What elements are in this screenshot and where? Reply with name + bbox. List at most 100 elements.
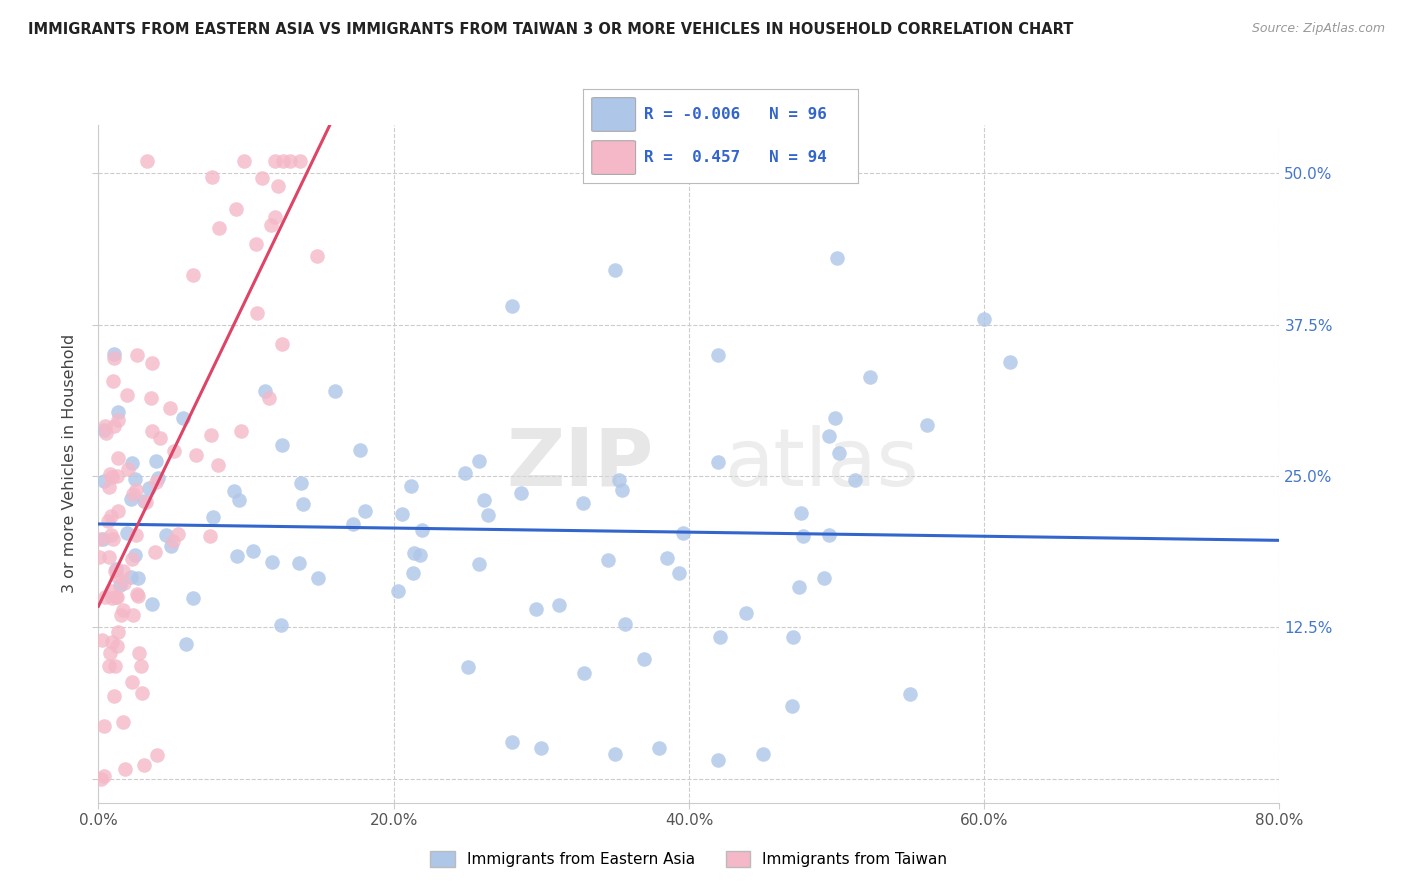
Point <box>105 640 128 654</box>
Point <box>270 336 292 351</box>
Point <box>135 494 157 508</box>
Point <box>98 467 121 481</box>
Point <box>174 637 197 651</box>
Point <box>817 528 839 542</box>
Point <box>735 607 758 621</box>
Point <box>242 544 264 558</box>
Point <box>290 475 312 490</box>
Point <box>246 306 269 320</box>
Point <box>273 154 295 169</box>
Point <box>668 566 690 581</box>
Point <box>141 597 163 611</box>
Point <box>572 496 595 510</box>
Point <box>115 525 138 540</box>
Point <box>93 474 115 488</box>
Point <box>124 472 146 486</box>
Point <box>108 578 131 592</box>
Point <box>411 523 433 537</box>
Point <box>709 630 731 644</box>
Point <box>100 528 122 542</box>
Point <box>101 470 124 484</box>
Point <box>110 607 132 622</box>
Point <box>201 170 224 185</box>
Point <box>844 474 866 488</box>
Point <box>107 504 129 518</box>
Point <box>131 686 153 700</box>
Point <box>342 517 364 532</box>
Point <box>672 525 695 540</box>
Point <box>121 551 143 566</box>
Point <box>782 698 804 713</box>
Point <box>127 571 149 585</box>
Point <box>228 492 250 507</box>
Point <box>127 589 149 603</box>
Point <box>404 546 426 560</box>
Point <box>454 466 477 480</box>
Point <box>633 652 655 666</box>
Point <box>825 251 848 265</box>
Point <box>184 448 207 462</box>
Point <box>245 237 267 252</box>
Point <box>751 747 773 762</box>
Point <box>107 413 129 427</box>
Point <box>824 411 846 425</box>
Point <box>605 747 627 762</box>
Point <box>266 178 288 193</box>
Point <box>200 428 222 442</box>
Point <box>125 528 148 542</box>
Point <box>163 443 186 458</box>
Point <box>354 504 377 518</box>
Point <box>101 374 124 388</box>
Point <box>97 659 120 673</box>
Point <box>103 347 125 361</box>
Point <box>231 424 253 438</box>
Point <box>111 715 134 730</box>
Point <box>159 401 181 415</box>
Point <box>264 210 287 224</box>
Point <box>790 506 813 520</box>
Point <box>117 461 139 475</box>
Point <box>610 483 633 497</box>
Point <box>107 405 129 419</box>
Point <box>107 624 129 639</box>
Point <box>254 384 277 398</box>
Point <box>115 388 138 402</box>
Point <box>97 514 120 528</box>
Point <box>111 564 134 578</box>
Point <box>828 446 851 460</box>
Point <box>105 468 128 483</box>
Point <box>155 528 177 542</box>
Point <box>789 580 811 594</box>
Point <box>114 575 136 590</box>
Point <box>93 719 115 733</box>
Point <box>100 583 122 598</box>
Point <box>159 539 181 553</box>
Point <box>278 154 301 169</box>
Point <box>288 154 311 169</box>
Point <box>477 508 499 523</box>
Point <box>270 618 292 632</box>
Point <box>145 475 167 489</box>
Point <box>90 772 112 786</box>
Point <box>125 483 148 497</box>
Point <box>402 566 425 580</box>
Point <box>818 429 841 443</box>
Point <box>89 532 111 546</box>
Point <box>94 426 117 441</box>
Point <box>121 457 143 471</box>
Point <box>307 249 329 263</box>
Point <box>120 492 142 507</box>
Legend: Immigrants from Eastern Asia, Immigrants from Taiwan: Immigrants from Eastern Asia, Immigrants… <box>425 845 953 873</box>
Point <box>145 454 167 468</box>
Text: Source: ZipAtlas.com: Source: ZipAtlas.com <box>1251 22 1385 36</box>
Point <box>149 431 172 445</box>
Point <box>271 438 294 452</box>
Point <box>472 493 495 508</box>
Point <box>509 486 531 500</box>
Point <box>200 529 222 543</box>
Point <box>998 355 1021 369</box>
Point <box>103 690 125 704</box>
Point <box>100 646 122 660</box>
Point <box>121 674 143 689</box>
Point <box>233 154 256 169</box>
